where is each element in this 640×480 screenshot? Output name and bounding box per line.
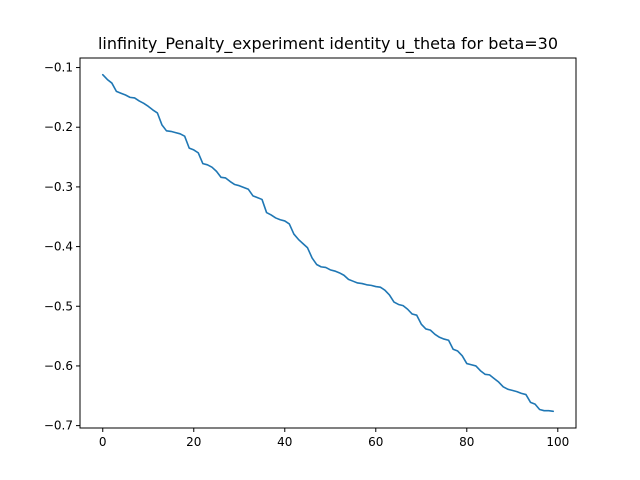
x-tick-label: 20 (186, 435, 201, 449)
series-layer (101, 73, 555, 413)
x-tick-label: 100 (546, 435, 569, 449)
y-tick-label: −0.1 (44, 61, 73, 75)
x-axis: 0 20 40 60 80 100 (99, 428, 569, 449)
y-tick-label: −0.4 (44, 240, 73, 254)
y-tick-label: −0.5 (44, 299, 73, 313)
y-axis: −0.7 −0.6 −0.5 −0.4 −0.3 −0.2 −0.1 (44, 61, 80, 433)
y-tick-label: −0.2 (44, 120, 73, 134)
y-tick-label: −0.3 (44, 180, 73, 194)
plot-area-frame (79, 57, 577, 429)
y-tick-label: −0.6 (44, 359, 73, 373)
x-tick-label: 40 (277, 435, 292, 449)
x-tick-label: 0 (99, 435, 107, 449)
x-tick-label: 60 (368, 435, 383, 449)
x-tick-label: 80 (459, 435, 474, 449)
series-line-0 (101, 73, 555, 413)
y-tick-label: −0.7 (44, 419, 73, 433)
chart-title: linfinity_Penalty_experiment identity u_… (98, 34, 558, 54)
